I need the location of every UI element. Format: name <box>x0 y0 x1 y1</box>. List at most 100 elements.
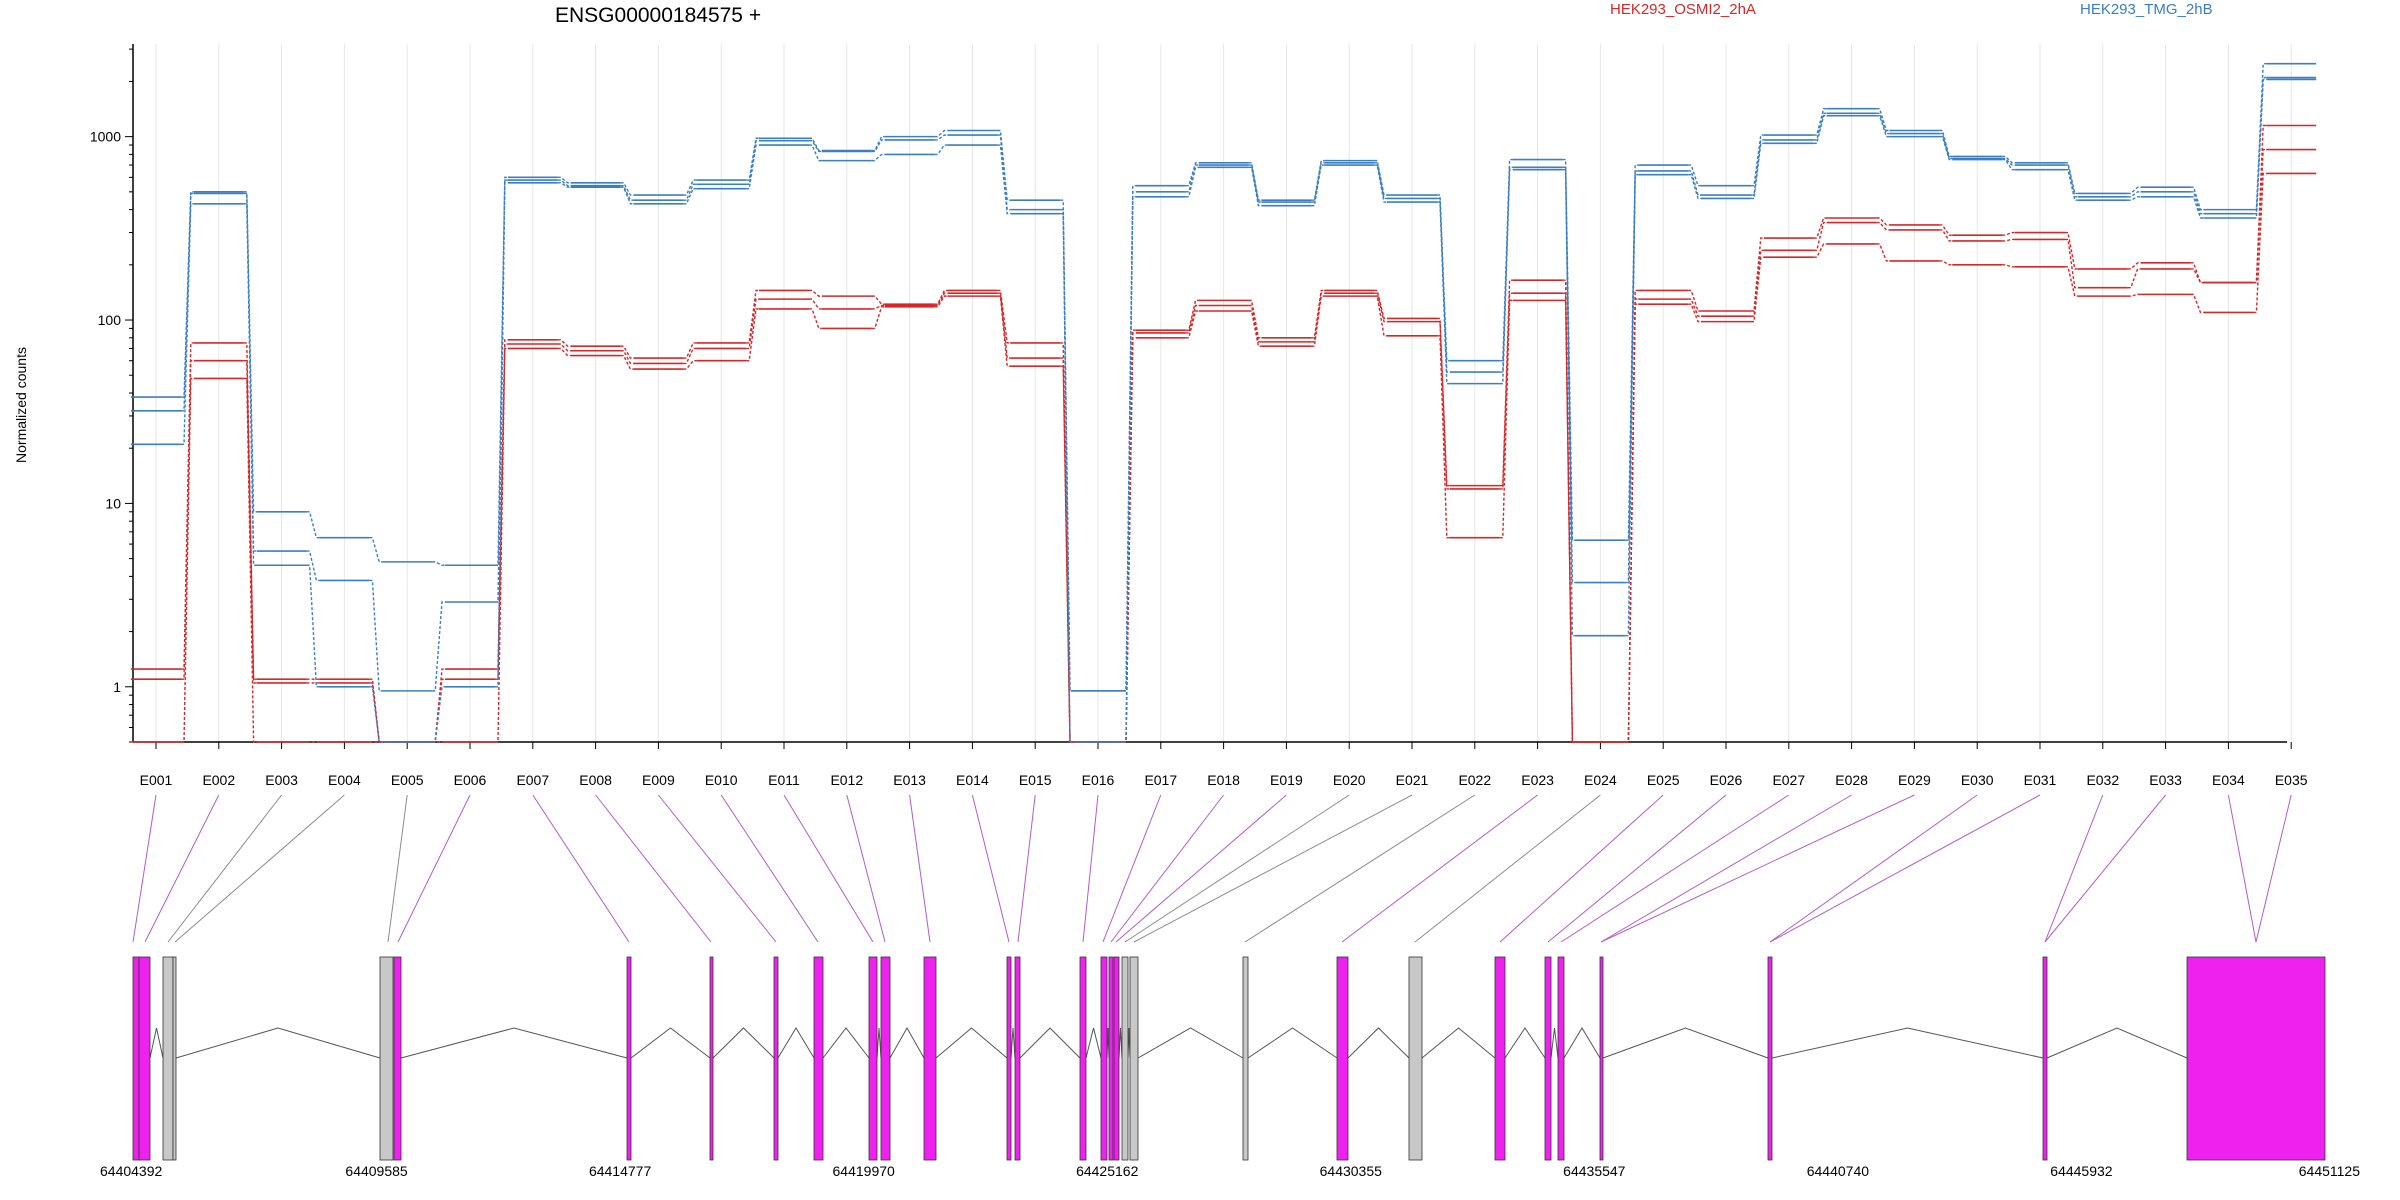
bin-connector-e019 <box>1115 794 1287 943</box>
series-transition <box>2065 164 2078 198</box>
bin-connector-e016 <box>1082 794 1099 943</box>
x-tick-label-e019: E019 <box>1270 772 1303 788</box>
series-transition <box>1688 303 1701 323</box>
series-transition <box>809 144 822 162</box>
series-transition <box>1248 299 1262 339</box>
genomic-coordinate-label: 64414777 <box>589 1163 652 1179</box>
exon-block <box>2042 956 2048 1161</box>
series-transition <box>809 137 822 152</box>
series-transition <box>809 298 822 310</box>
legend-entry-tmg: HEK293_TMG_2hB <box>2080 1 2213 18</box>
bin-connector-e026 <box>1547 794 1727 943</box>
x-tick-label-e013: E013 <box>893 772 926 788</box>
series-transition <box>1813 115 1827 144</box>
series-transition <box>934 144 948 156</box>
bin-connector-e031 <box>1769 794 2041 943</box>
bin-connector-e032 <box>2044 794 2104 943</box>
series-transition <box>1688 164 1701 187</box>
intron-line <box>876 1027 882 1059</box>
genomic-coordinate-label: 64419970 <box>833 1163 896 1179</box>
series-transition <box>997 289 1011 344</box>
series-transition <box>432 686 445 743</box>
bin-connector-e009 <box>658 794 777 943</box>
series-transition <box>2127 186 2141 195</box>
series-transition <box>871 135 885 152</box>
bin-connector-e017 <box>1102 794 1162 943</box>
series-transition <box>495 343 508 680</box>
exon-block <box>1129 956 1139 1161</box>
x-tick-label-e027: E027 <box>1772 772 1805 788</box>
series-transition <box>2253 172 2267 314</box>
x-tick-label-e029: E029 <box>1898 772 1931 788</box>
series-transition <box>2127 268 2141 289</box>
series-transition <box>746 140 759 185</box>
exon-block <box>1494 956 1506 1161</box>
series-transition <box>557 176 571 184</box>
x-tick-label-e003: E003 <box>265 772 298 788</box>
bin-connector-e021 <box>1133 794 1413 943</box>
bin-connector-e001 <box>132 794 157 943</box>
genomic-coordinate-label: 64425162 <box>1076 1163 1139 1179</box>
series-transition <box>2190 186 2204 211</box>
series-transition <box>2190 191 2204 215</box>
y-tick-label: 10 <box>105 495 121 511</box>
series-transition <box>1060 199 1073 692</box>
series-transition <box>181 191 194 398</box>
intron-line <box>175 1027 381 1059</box>
series-transition <box>2065 266 2078 297</box>
x-tick-label-e035: E035 <box>2275 772 2308 788</box>
series-transition <box>746 298 759 350</box>
genomic-coordinate-label: 64440740 <box>1807 1163 1870 1179</box>
x-tick-label-e002: E002 <box>202 772 235 788</box>
series-transition <box>1123 191 1136 692</box>
x-tick-label-e020: E020 <box>1333 772 1366 788</box>
series-transition <box>1374 159 1387 196</box>
bin-connector-e006 <box>397 794 471 943</box>
series-transition <box>871 304 885 310</box>
intron-line <box>2046 1027 2188 1059</box>
exon-block <box>1242 956 1249 1161</box>
x-tick-label-e033: E033 <box>2149 772 2182 788</box>
genomic-coordinate-label: 64409585 <box>345 1163 408 1179</box>
series-transition <box>369 682 383 743</box>
series-transition <box>683 342 697 359</box>
series-transition <box>1437 335 1450 539</box>
series-transition <box>2127 191 2141 198</box>
x-tick-label-e018: E018 <box>1207 772 1240 788</box>
legend-entry-osmi2: HEK293_OSMI2_2hA <box>1610 1 1756 18</box>
exon-block <box>1121 956 1129 1161</box>
series-transition <box>1625 303 1639 743</box>
gene-model: 64404392 64409585 64414777 64419970 64425162… <box>100 956 2360 1179</box>
series-transition <box>1248 310 1262 347</box>
series-transition <box>1374 289 1387 320</box>
series-transition <box>1562 169 1576 637</box>
bin-connector-e003 <box>167 794 282 943</box>
exon-block <box>162 956 174 1161</box>
series-transition <box>1374 292 1387 323</box>
series-transition <box>871 306 885 330</box>
series-transition <box>620 182 634 196</box>
series-transition <box>1374 164 1387 203</box>
x-tick-label-e009: E009 <box>642 772 675 788</box>
exon-block <box>1599 956 1604 1161</box>
series-transition <box>2002 158 2015 171</box>
bin-connector-e008 <box>595 794 712 943</box>
series-transition <box>1688 298 1701 317</box>
series-transition <box>369 579 383 692</box>
series-transition <box>432 668 445 743</box>
x-tick-label-e023: E023 <box>1521 772 1554 788</box>
exon-block <box>138 956 151 1161</box>
series-transition <box>1185 166 1199 198</box>
series-transition <box>1813 108 1827 136</box>
series-transition <box>1876 108 1890 132</box>
x-tick-label-e005: E005 <box>391 772 424 788</box>
series-transition <box>306 564 320 688</box>
series-transition <box>1876 112 1890 135</box>
series-transition <box>181 203 194 446</box>
exon-connectors <box>132 794 2292 943</box>
x-tick-label-e032: E032 <box>2086 772 2119 788</box>
series-transition <box>2190 293 2204 314</box>
series-transition <box>1688 289 1701 312</box>
exon-block <box>172 956 177 1161</box>
